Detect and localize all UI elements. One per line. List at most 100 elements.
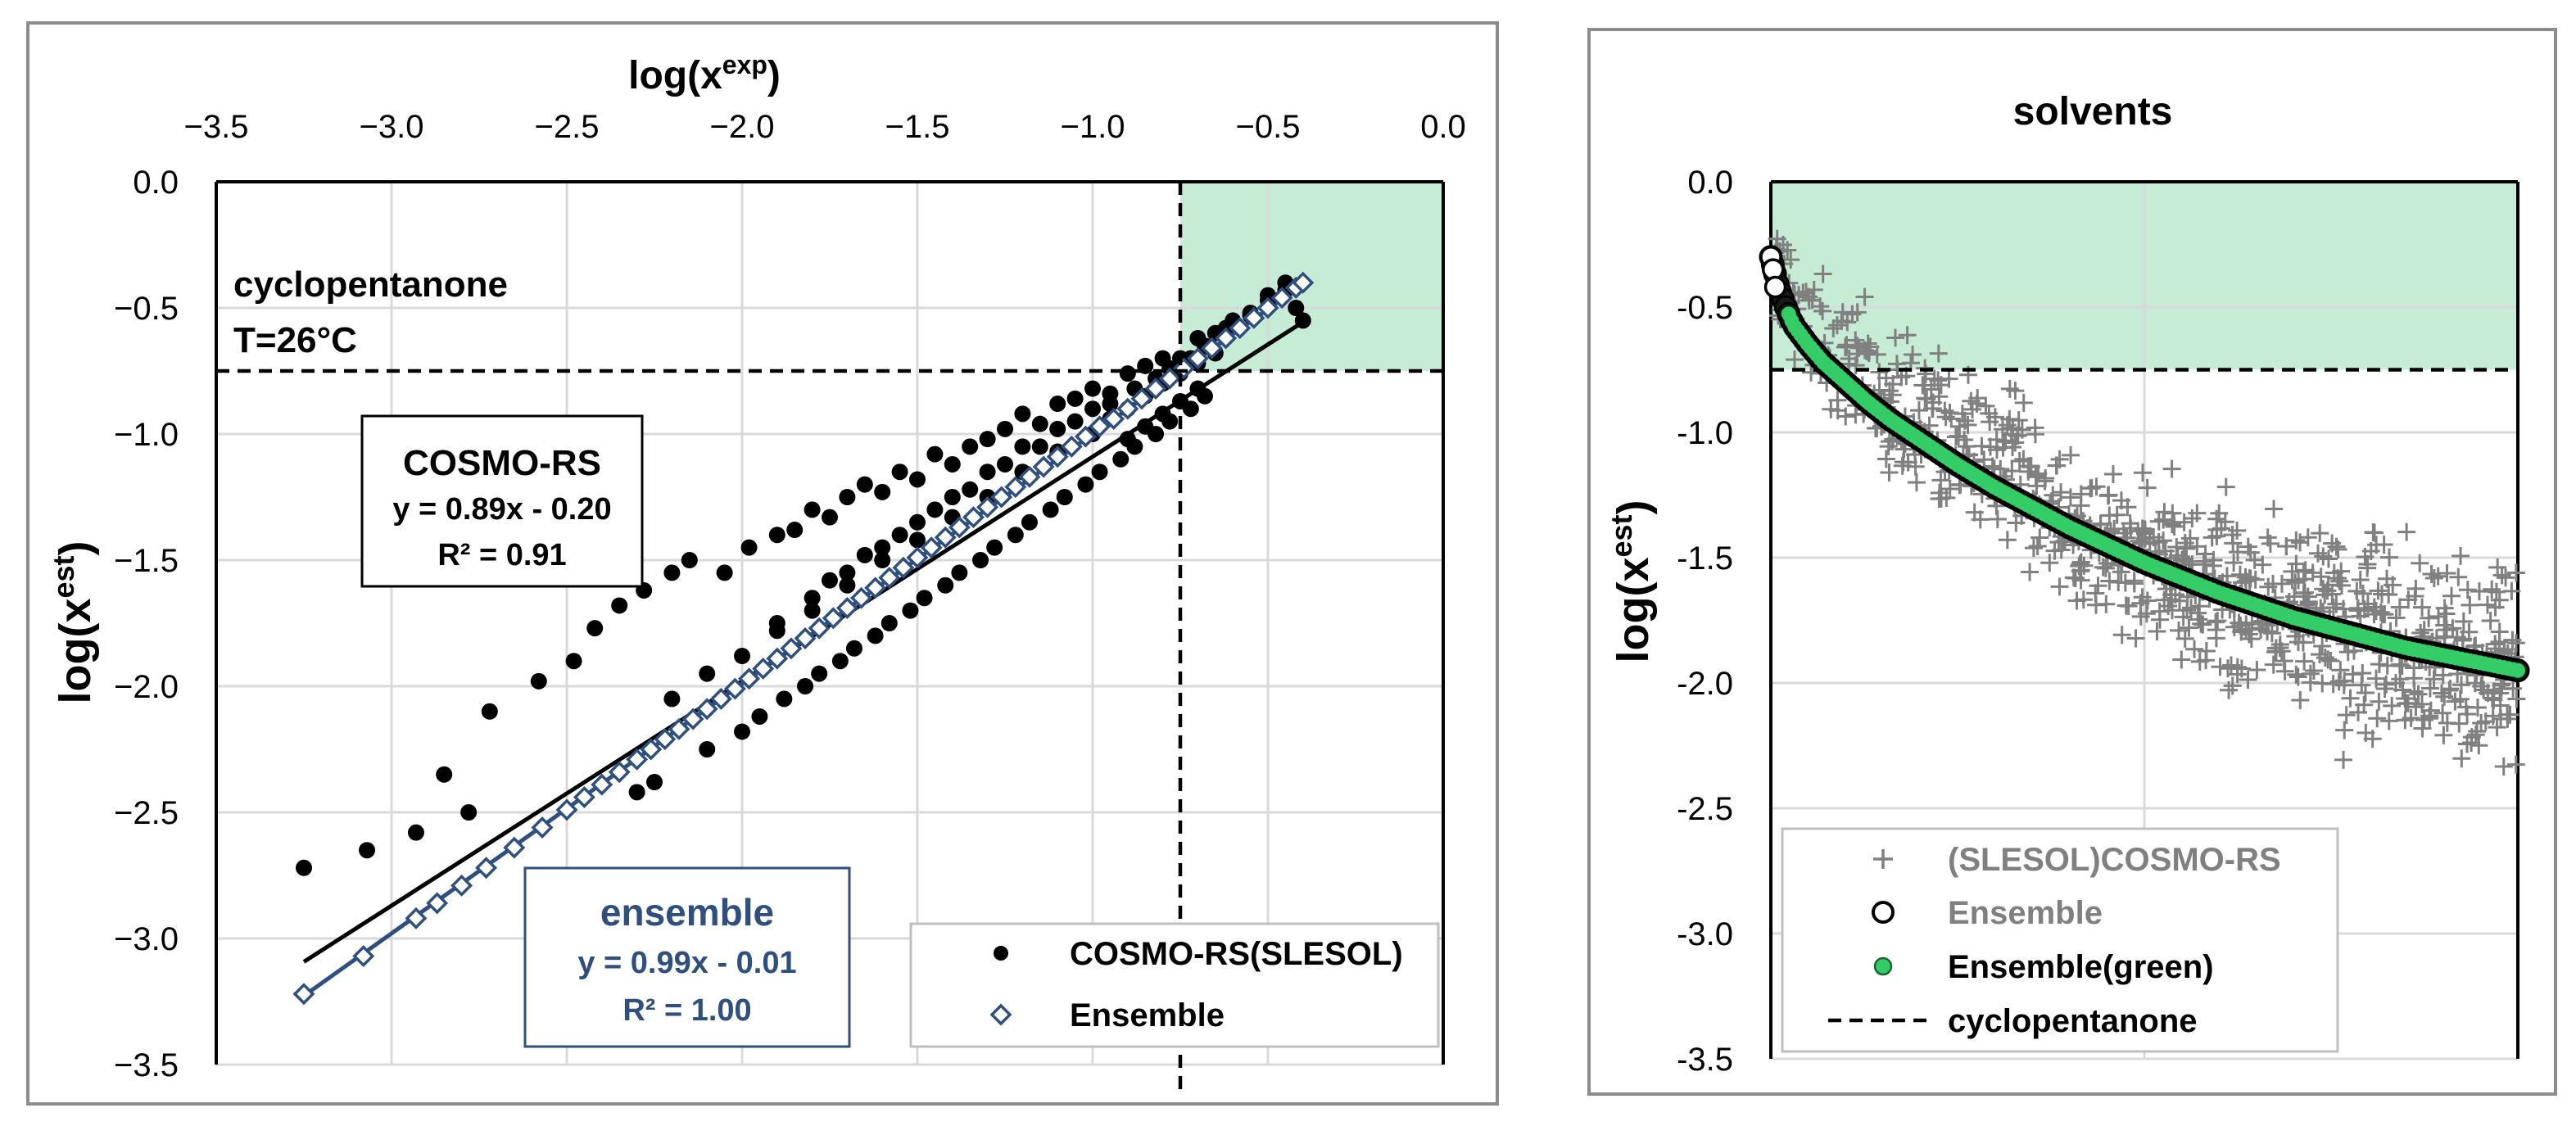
left-x-tick-label: −3.0 (360, 109, 424, 145)
point-ensemble (1060, 435, 1083, 458)
point-slesol (2472, 714, 2491, 733)
point-cosmo-rs (856, 476, 873, 493)
point-slesol (2338, 643, 2357, 662)
point-slesol (2324, 599, 2343, 617)
point-slesol (2454, 612, 2473, 631)
left-chart-panel: −3.5 −3.0 −2.5 −2.0 −1.5 −1.0 −0.5 0.0 0.0−0.5−… (26, 21, 1499, 1106)
point-slesol (1877, 450, 1895, 468)
point-cosmo-rs (1189, 380, 1207, 397)
point-slesol (2175, 534, 2194, 553)
left-x-tick-label: −3.5 (184, 109, 249, 145)
left-y-tick-label: −1.5 (114, 543, 179, 579)
point-cosmo-rs (768, 622, 785, 640)
point-slesol (2000, 379, 2019, 398)
point-slesol (2311, 645, 2329, 664)
point-slesol (2166, 586, 2184, 604)
point-slesol (2413, 719, 2432, 738)
fit-box-ensemble-name: ensemble (600, 891, 774, 934)
point-slesol (2162, 459, 2181, 478)
point-cosmo-rs (881, 615, 898, 631)
point-slesol (2228, 658, 2247, 676)
point-slesol (2420, 709, 2439, 728)
point-slesol (2103, 464, 2122, 483)
left-x-tick-label: −0.5 (1236, 109, 1301, 145)
point-slesol (2335, 721, 2354, 739)
point-slesol (2230, 565, 2249, 584)
point-cosmo-rs (1119, 431, 1136, 448)
point-slesol (1929, 344, 1948, 363)
point-cosmo-rs (839, 577, 856, 594)
point-slesol (2231, 616, 2250, 635)
point-cosmo-rs (611, 597, 628, 614)
point-ensemble (626, 748, 649, 771)
point-slesol (2429, 607, 2448, 626)
point-cosmo-rs (909, 531, 926, 549)
point-slesol (2356, 547, 2375, 566)
point-cosmo-rs (1288, 300, 1305, 316)
right-chart-title: solvents (2013, 90, 2173, 133)
point-slesol (1843, 305, 1862, 323)
point-slesol (1958, 437, 1976, 456)
point-ensemble (766, 647, 789, 670)
legend-label-cosmo-rs: COSMO-RS(SLESOL) (1070, 936, 1403, 972)
point-slesol (1963, 400, 1982, 418)
point-ensemble (1004, 476, 1027, 499)
point-cosmo-rs (1049, 396, 1066, 413)
point-ensemble (1046, 445, 1069, 468)
point-cosmo-rs (909, 471, 926, 488)
point-slesol (2138, 478, 2157, 497)
point-slesol (1980, 404, 1999, 423)
point-slesol (2478, 595, 2497, 614)
point-ensemble (695, 698, 718, 721)
point-ensemble (738, 667, 761, 690)
legend-label-ensemble: Ensemble (1070, 997, 1225, 1033)
point-cosmo-rs (663, 564, 681, 581)
point-cosmo-rs (804, 590, 821, 607)
point-slesol (2370, 655, 2388, 674)
point-slesol (2289, 667, 2307, 686)
point-slesol (2390, 598, 2409, 617)
point-cosmo-rs (1031, 438, 1048, 455)
point-slesol (2149, 512, 2168, 531)
point-slesol (2121, 514, 2139, 533)
point-ensemble (555, 798, 578, 821)
point-slesol (2223, 676, 2242, 695)
point-slesol (2393, 681, 2412, 699)
point-slesol (2000, 409, 2019, 428)
point-slesol (2211, 658, 2230, 676)
point-cosmo-rs (1066, 413, 1084, 430)
point-slesol (1894, 453, 1913, 472)
point-ensemble (1032, 455, 1055, 478)
point-slesol (2134, 464, 2152, 482)
point-ensemble (878, 567, 901, 590)
point-ensemble (976, 495, 999, 518)
point-slesol (2341, 689, 2360, 708)
point-slesol (2082, 478, 2101, 497)
point-slesol (2358, 558, 2377, 577)
point-slesol (1995, 432, 2014, 451)
point-cosmo-rs (1077, 476, 1094, 493)
point-slesol (1813, 265, 1832, 283)
point-slesol (2420, 608, 2438, 627)
point-slesol (1929, 371, 1948, 390)
point-slesol (2207, 527, 2226, 545)
point-slesol (2228, 521, 2247, 540)
point-slesol (2462, 734, 2481, 753)
point-cosmo-rs (1056, 489, 1073, 505)
point-cosmo-rs (874, 539, 891, 556)
right-y-tick-label: 0.0 (1687, 165, 1733, 201)
point-slesol (2442, 586, 2461, 605)
point-slesol (2107, 505, 2126, 524)
point-cosmo-rs (909, 513, 926, 531)
point-slesol (2286, 573, 2305, 592)
point-slesol (2116, 573, 2135, 592)
point-slesol (2067, 591, 2086, 610)
point-slesol (1923, 393, 1942, 412)
right-chart-panel: solvents 0.0 -0.5 -1.0 -1.5 -2.0 -2.5 -3.0 -3.5… (1587, 28, 2557, 1096)
point-slesol (1822, 400, 1840, 418)
point-slesol (2167, 537, 2186, 556)
point-cosmo-rs (972, 552, 989, 568)
point-slesol (2461, 595, 2479, 614)
point-cosmo-rs (1091, 464, 1108, 481)
point-ensemble (1018, 465, 1041, 488)
